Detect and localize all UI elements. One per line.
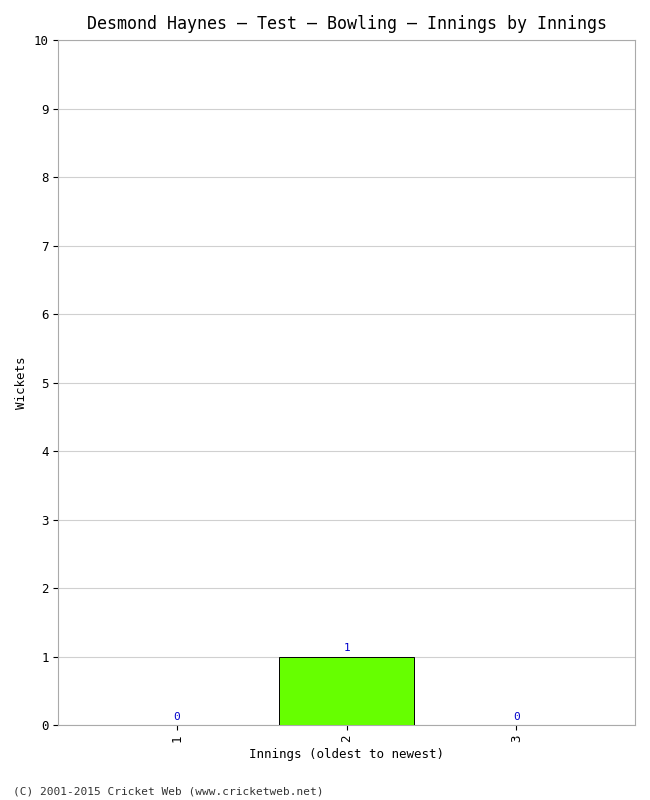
- Title: Desmond Haynes – Test – Bowling – Innings by Innings: Desmond Haynes – Test – Bowling – Inning…: [86, 15, 606, 33]
- Text: 1: 1: [343, 643, 350, 654]
- X-axis label: Innings (oldest to newest): Innings (oldest to newest): [249, 748, 444, 761]
- Bar: [279, 657, 415, 726]
- Text: (C) 2001-2015 Cricket Web (www.cricketweb.net): (C) 2001-2015 Cricket Web (www.cricketwe…: [13, 786, 324, 796]
- Text: 0: 0: [174, 712, 181, 722]
- Y-axis label: Wickets: Wickets: [15, 357, 28, 409]
- Text: 0: 0: [513, 712, 519, 722]
